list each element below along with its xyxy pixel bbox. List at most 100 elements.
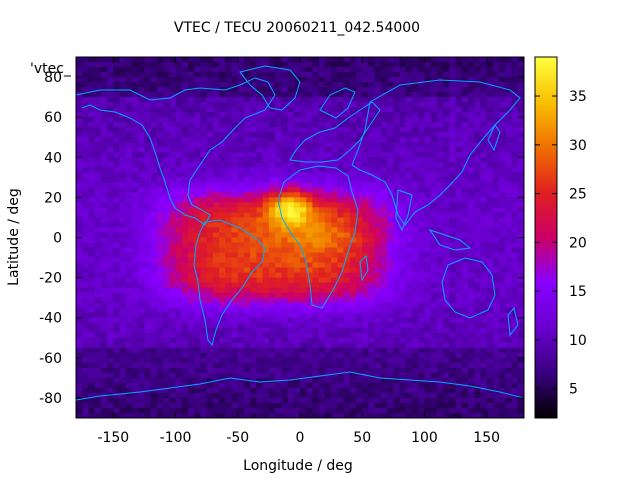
heatmap-cell: [275, 332, 282, 339]
heatmap-cell: [275, 67, 282, 73]
heatmap-cell: [412, 322, 419, 329]
heatmap-cell: [287, 197, 295, 203]
heatmap-cell: [231, 277, 239, 284]
heatmap-cell: [399, 182, 407, 188]
heatmap-cell: [119, 152, 127, 158]
heatmap-cell: [505, 287, 513, 294]
heatmap-cell: [250, 102, 257, 108]
heatmap-cell: [424, 312, 432, 319]
heatmap-cell: [250, 232, 257, 238]
heatmap-cell: [324, 372, 332, 379]
heatmap-cell: [163, 77, 170, 83]
heatmap-cell: [244, 332, 251, 339]
heatmap-cell: [412, 382, 419, 389]
heatmap-cell: [449, 217, 457, 223]
heatmap-cell: [200, 252, 208, 259]
heatmap-cell: [138, 172, 145, 178]
heatmap-cell: [281, 237, 289, 244]
heatmap-cell: [94, 167, 102, 173]
heatmap-cell: [94, 387, 102, 394]
heatmap-cell: [76, 272, 83, 279]
heatmap-cell: [293, 122, 301, 128]
heatmap-cell: [480, 62, 488, 68]
heatmap-cell: [262, 307, 270, 314]
heatmap-cell: [194, 242, 201, 249]
heatmap-cell: [113, 62, 121, 68]
heatmap-cell: [368, 112, 376, 118]
heatmap-cell: [237, 397, 245, 404]
heatmap-cell: [88, 67, 96, 73]
heatmap-cell: [393, 347, 401, 354]
heatmap-cell: [262, 227, 270, 233]
heatmap-cell: [480, 197, 488, 203]
heatmap-cell: [306, 302, 313, 309]
heatmap-cell: [125, 287, 133, 294]
heatmap-cell: [449, 62, 457, 68]
heatmap-cell: [412, 87, 419, 93]
heatmap-cell: [188, 147, 195, 153]
heatmap-cell: [343, 312, 351, 319]
heatmap-cell: [262, 157, 270, 163]
heatmap-cell: [424, 142, 432, 148]
heatmap-cell: [474, 267, 481, 274]
heatmap-cell: [505, 282, 513, 289]
heatmap-cell: [82, 302, 89, 309]
heatmap-cell: [393, 232, 401, 238]
heatmap-cell: [250, 342, 257, 349]
heatmap-cell: [306, 127, 313, 133]
heatmap-cell: [76, 137, 83, 143]
heatmap-cell: [88, 152, 96, 158]
heatmap-cell: [468, 122, 475, 128]
heatmap-cell: [212, 302, 220, 309]
heatmap-cell: [76, 282, 83, 289]
heatmap-cell: [387, 312, 394, 319]
heatmap-cell: [343, 82, 351, 88]
heatmap-cell: [517, 102, 525, 108]
heatmap-cell: [474, 102, 481, 108]
heatmap-cell: [268, 162, 276, 168]
heatmap-cell: [468, 312, 475, 319]
heatmap-cell: [424, 342, 432, 349]
heatmap-cell: [225, 127, 233, 133]
heatmap-cell: [268, 122, 276, 128]
heatmap-cell: [225, 247, 233, 254]
heatmap-cell: [163, 187, 170, 193]
heatmap-cell: [449, 312, 457, 319]
heatmap-cell: [268, 102, 276, 108]
heatmap-cell: [455, 372, 463, 379]
heatmap-cell: [380, 172, 388, 178]
heatmap-cell: [405, 292, 413, 299]
heatmap-cell: [474, 347, 481, 354]
heatmap-cell: [244, 202, 251, 208]
heatmap-cell: [107, 252, 114, 259]
heatmap-cell: [436, 237, 444, 244]
heatmap-cell: [188, 307, 195, 314]
heatmap-cell: [306, 167, 313, 173]
heatmap-cell: [474, 182, 481, 188]
heatmap-cell: [212, 187, 220, 193]
heatmap-cell: [231, 267, 239, 274]
heatmap-cell: [474, 387, 481, 394]
heatmap-cell: [206, 177, 214, 183]
heatmap-cell: [212, 117, 220, 123]
heatmap-cell: [100, 397, 108, 404]
heatmap-cell: [443, 382, 450, 389]
heatmap-cell: [492, 347, 500, 354]
heatmap-cell: [100, 212, 108, 218]
heatmap-cell: [156, 127, 164, 133]
heatmap-cell: [163, 102, 170, 108]
heatmap-cell: [399, 377, 407, 384]
heatmap-cell: [387, 297, 394, 304]
heatmap-cell: [275, 277, 282, 284]
heatmap-cell: [138, 137, 145, 143]
heatmap-cell: [374, 247, 382, 254]
heatmap-cell: [225, 377, 233, 384]
heatmap-cell: [337, 92, 345, 98]
heatmap-cell: [188, 252, 195, 259]
heatmap-cell: [430, 392, 438, 399]
heatmap-cell: [405, 327, 413, 334]
heatmap-cell: [380, 102, 388, 108]
heatmap-cell: [125, 122, 133, 128]
heatmap-cell: [492, 142, 500, 148]
heatmap-cell: [449, 317, 457, 324]
